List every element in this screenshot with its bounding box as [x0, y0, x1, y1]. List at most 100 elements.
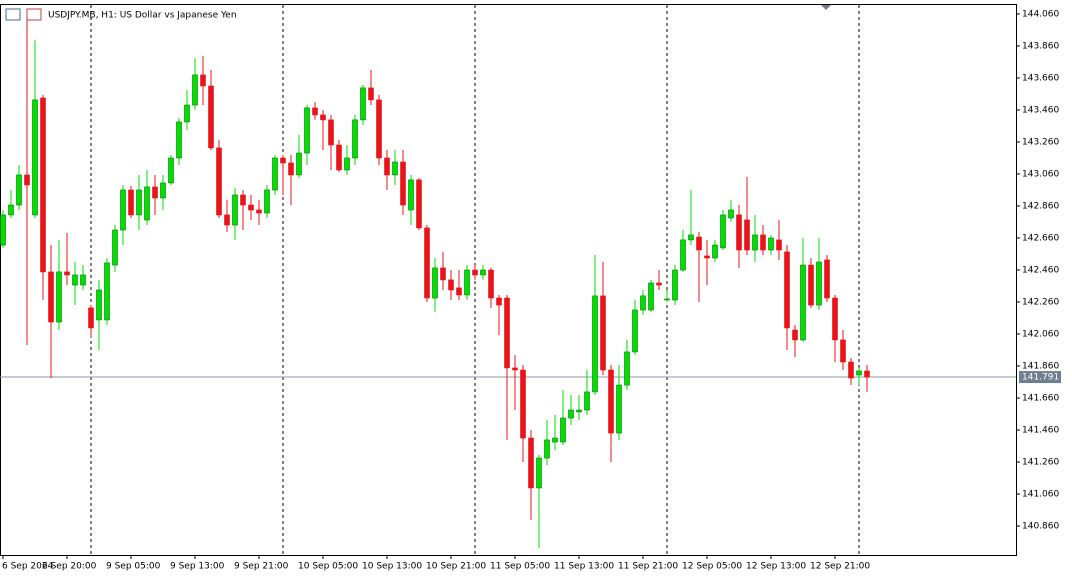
x-tick-label: 10 Sep 21:00: [426, 562, 486, 572]
candle-body: [232, 194, 238, 226]
candle-body: [856, 370, 862, 376]
candle-body: [384, 157, 390, 176]
candle-body: [728, 209, 734, 219]
candle-body: [0, 214, 6, 246]
candle-body: [616, 384, 622, 434]
y-tick-label: 144.060: [1022, 9, 1059, 19]
candle-body: [264, 189, 270, 214]
candle-body: [408, 179, 414, 211]
x-tick-label: 6 Sep 2024: [2, 562, 54, 572]
candle-body: [16, 174, 22, 206]
y-tick-label: 143.060: [1022, 169, 1059, 179]
candle-body: [480, 269, 486, 276]
y-tick-label: 141.260: [1022, 458, 1059, 468]
candle-body: [416, 179, 422, 229]
candle-body: [152, 186, 158, 199]
candle-body: [864, 370, 870, 378]
candle-body: [760, 234, 766, 251]
candle-body: [736, 214, 742, 251]
candle-body: [800, 264, 806, 341]
candle-body: [632, 309, 638, 353]
last-price-label: 141.791: [1022, 373, 1059, 383]
icon: [26, 8, 42, 21]
candle-body: [304, 107, 310, 154]
candle-body: [248, 204, 254, 211]
candle-body: [256, 209, 262, 214]
candle-body: [824, 259, 830, 299]
x-tick-label: 12 Sep 13:00: [746, 562, 806, 572]
candle-body: [720, 214, 726, 249]
candle-body: [672, 269, 678, 301]
candle-body: [88, 307, 94, 329]
candle-body: [56, 271, 62, 323]
candle-body: [784, 251, 790, 329]
candle-body: [48, 271, 54, 323]
y-tick-label: 141.660: [1022, 394, 1059, 404]
candle-body: [832, 297, 838, 341]
x-tick-label: 10 Sep 13:00: [362, 562, 422, 572]
candle-body: [184, 104, 190, 123]
x-tick-label: 6 Sep 20:00: [42, 562, 97, 572]
x-tick-label: 11 Sep 21:00: [618, 562, 678, 572]
y-tick-label: 142.460: [1022, 265, 1059, 275]
y-tick-label: 140.860: [1022, 522, 1059, 532]
y-tick-label: 142.060: [1022, 330, 1059, 340]
candle-body: [328, 119, 334, 146]
candle-body: [648, 282, 654, 311]
candle-body: [296, 152, 302, 176]
candle-body: [576, 409, 582, 413]
candle-body: [160, 182, 166, 199]
candle-body: [472, 269, 478, 276]
y-tick-label: 142.660: [1022, 233, 1059, 243]
candle-body: [280, 157, 286, 164]
candle-body: [568, 409, 574, 419]
x-tick-label: 10 Sep 05:00: [298, 562, 358, 572]
candle-body: [224, 214, 230, 226]
candle-body: [848, 361, 854, 379]
candle-body: [392, 161, 398, 176]
y-tick-label: 143.860: [1022, 41, 1059, 51]
candle-body: [656, 282, 662, 286]
chart-title: USDJPY.MB, H1: US Dollar vs Japanese Yen: [48, 11, 237, 21]
candle-body: [168, 157, 174, 184]
candle-body: [192, 74, 198, 106]
candle-body: [488, 269, 494, 299]
candle-body: [776, 239, 782, 251]
candle-body: [528, 437, 534, 489]
y-tick-label: 143.660: [1022, 73, 1059, 83]
candle-body: [816, 261, 822, 306]
candle-body: [704, 255, 710, 259]
candle-body: [752, 234, 758, 251]
candle-body: [200, 74, 206, 87]
candle-body: [312, 107, 318, 116]
candle-body: [216, 147, 222, 216]
candle-body: [96, 289, 102, 321]
candle-body: [320, 114, 326, 121]
candle-body: [560, 417, 566, 443]
x-tick-label: 11 Sep 13:00: [554, 562, 614, 572]
candle-body: [240, 194, 246, 206]
candle-body: [32, 99, 38, 216]
y-tick-label: 142.860: [1022, 201, 1059, 211]
candle-body: [112, 229, 118, 266]
candle-body: [120, 189, 126, 231]
candle-body: [712, 244, 718, 259]
x-tick-label: 9 Sep 21:00: [234, 562, 289, 572]
candle-body: [80, 274, 86, 286]
x-tick-label: 9 Sep 13:00: [170, 562, 225, 572]
x-tick-label: 11 Sep 05:00: [490, 562, 550, 572]
candle-body: [808, 264, 814, 306]
candle-body: [504, 297, 510, 369]
candle-body: [24, 174, 30, 186]
candle-body: [208, 85, 214, 149]
candle-body: [464, 269, 470, 296]
candle-body: [344, 157, 350, 171]
candle-body: [8, 204, 14, 216]
x-tick-label: 9 Sep 05:00: [106, 562, 161, 572]
icon: [5, 8, 21, 21]
candle-body: [792, 329, 798, 341]
candle-body: [40, 97, 46, 273]
candle-body: [600, 295, 606, 371]
candle-body: [536, 457, 542, 489]
